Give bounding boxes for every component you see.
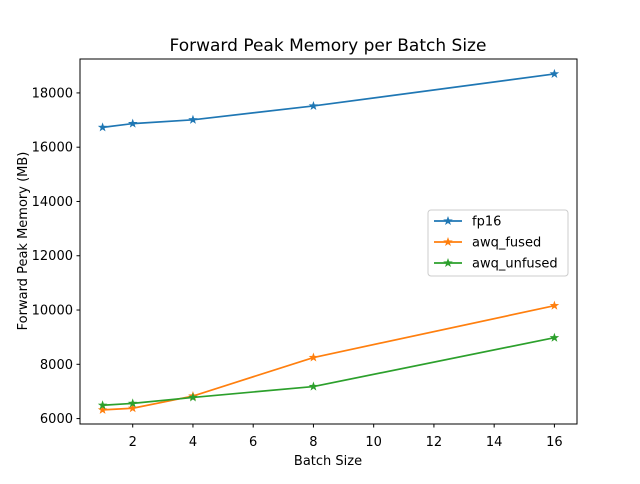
series-line-awq_fused (101, 304, 556, 411)
x-tick-label: 10 (365, 435, 382, 450)
series-marker-awq_unfused (188, 392, 198, 402)
legend-marker-awq_fused (443, 237, 453, 247)
y-tick-label: 6000 (40, 412, 73, 427)
series-marker-awq_unfused (308, 381, 319, 391)
x-tick-label: 8 (309, 435, 317, 450)
x-tick-label: 16 (546, 435, 563, 450)
legend-marker-fp16 (443, 216, 453, 226)
x-tick-label: 2 (129, 435, 137, 450)
legend: fp16 awq_fused awq_unfused (427, 209, 569, 277)
x-tick-label: 6 (249, 435, 257, 450)
series-line-awq_unfused (101, 336, 556, 407)
series-marker-awq_fused (97, 404, 108, 414)
y-tick-label: 12000 (32, 249, 73, 264)
series-marker-awq_unfused (97, 400, 108, 410)
legend-marker-awq_unfused (443, 258, 453, 268)
series-marker-fp16 (308, 100, 319, 110)
plot-border (79, 58, 578, 425)
x-tick-label: 4 (189, 435, 197, 450)
y-tick-label: 14000 (32, 195, 73, 210)
plot-area: 2 4 6 8 10 12 14 16 6000 8000 10000 12000 14000 16000… (32, 58, 578, 450)
series-marker-fp16 (97, 122, 108, 132)
y-tick-label: 8000 (40, 358, 73, 373)
series-marker-fp16 (127, 118, 138, 128)
y-tick-label: 16000 (32, 141, 73, 156)
legend-label-fp16: fp16 (472, 215, 501, 230)
series-marker-awq_unfused (127, 398, 138, 408)
x-tick-label: 14 (486, 435, 503, 450)
series-marker-fp16 (188, 114, 198, 124)
chart-title: Forward Peak Memory per Batch Size (170, 36, 487, 56)
series-marker-awq_fused (127, 403, 138, 413)
legend-box (427, 209, 569, 277)
x-tick-label: 12 (426, 435, 443, 450)
legend-label-awq_unfused: awq_unfused (472, 257, 558, 272)
series-line-fp16 (101, 73, 556, 129)
series-marker-awq_unfused (549, 332, 560, 342)
y-tick-label: 18000 (32, 86, 73, 101)
legend-label-awq_fused: awq_fused (472, 236, 541, 251)
series-marker-awq_fused (308, 352, 319, 362)
series-marker-awq_fused (549, 300, 560, 310)
y-tick-label: 10000 (32, 304, 73, 319)
series-marker-fp16 (549, 68, 560, 78)
x-axis-label: Batch Size (294, 454, 362, 469)
y-axis-label: Forward Peak Memory (MB) (16, 152, 31, 331)
